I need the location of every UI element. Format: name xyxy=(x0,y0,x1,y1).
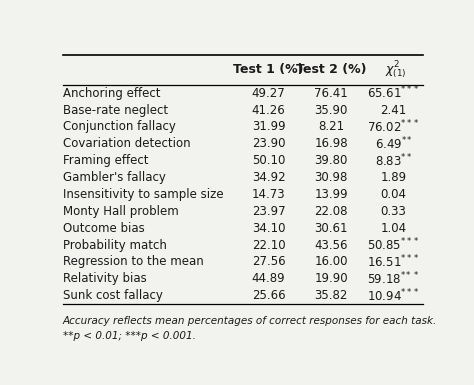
Text: 27.56: 27.56 xyxy=(252,255,285,268)
Text: Anchoring effect: Anchoring effect xyxy=(63,87,160,100)
Text: 35.82: 35.82 xyxy=(314,289,348,302)
Text: 16.51$^{***}$: 16.51$^{***}$ xyxy=(367,254,420,270)
Text: Regression to the mean: Regression to the mean xyxy=(63,255,204,268)
Text: 65.61$^{***}$: 65.61$^{***}$ xyxy=(367,85,420,102)
Text: 76.41: 76.41 xyxy=(314,87,348,100)
Text: 14.73: 14.73 xyxy=(252,188,285,201)
Text: 6.49$^{**}$: 6.49$^{**}$ xyxy=(374,136,412,152)
Text: 50.85$^{***}$: 50.85$^{***}$ xyxy=(367,237,420,253)
Text: Probability match: Probability match xyxy=(63,239,167,251)
Text: Base-rate neglect: Base-rate neglect xyxy=(63,104,168,117)
Text: Framing effect: Framing effect xyxy=(63,154,148,167)
Text: 59.18$^{***}$: 59.18$^{***}$ xyxy=(367,271,419,287)
Text: Sunk cost fallacy: Sunk cost fallacy xyxy=(63,289,163,302)
Text: 49.27: 49.27 xyxy=(252,87,285,100)
Text: Monty Hall problem: Monty Hall problem xyxy=(63,205,179,218)
Text: Insensitivity to sample size: Insensitivity to sample size xyxy=(63,188,224,201)
Text: 0.04: 0.04 xyxy=(381,188,407,201)
Text: 1.04: 1.04 xyxy=(381,222,407,235)
Text: 30.61: 30.61 xyxy=(314,222,348,235)
Text: 41.26: 41.26 xyxy=(252,104,285,117)
Text: 34.92: 34.92 xyxy=(252,171,285,184)
Text: 8.83$^{**}$: 8.83$^{**}$ xyxy=(375,152,412,169)
Text: 34.10: 34.10 xyxy=(252,222,285,235)
Text: 23.97: 23.97 xyxy=(252,205,285,218)
Text: 0.33: 0.33 xyxy=(381,205,407,218)
Text: 19.90: 19.90 xyxy=(314,272,348,285)
Text: 31.99: 31.99 xyxy=(252,121,285,134)
Text: 16.98: 16.98 xyxy=(314,137,348,150)
Text: Accuracy reflects mean percentages of correct responses for each task.: Accuracy reflects mean percentages of co… xyxy=(63,316,437,326)
Text: 1.89: 1.89 xyxy=(381,171,407,184)
Text: 39.80: 39.80 xyxy=(314,154,348,167)
Text: Covariation detection: Covariation detection xyxy=(63,137,191,150)
Text: 13.99: 13.99 xyxy=(314,188,348,201)
Text: 8.21: 8.21 xyxy=(318,121,344,134)
Text: 76.02$^{***}$: 76.02$^{***}$ xyxy=(367,119,420,135)
Text: 22.10: 22.10 xyxy=(252,239,285,251)
Text: 2.41: 2.41 xyxy=(381,104,407,117)
Text: 10.94$^{***}$: 10.94$^{***}$ xyxy=(367,287,420,304)
Text: $\chi^2_{(1)}$: $\chi^2_{(1)}$ xyxy=(384,59,406,81)
Text: 16.00: 16.00 xyxy=(314,255,348,268)
Text: 22.08: 22.08 xyxy=(314,205,348,218)
Text: 50.10: 50.10 xyxy=(252,154,285,167)
Text: 44.89: 44.89 xyxy=(252,272,285,285)
Text: 43.56: 43.56 xyxy=(314,239,348,251)
Text: Test 2 (%): Test 2 (%) xyxy=(296,64,366,76)
Text: 35.90: 35.90 xyxy=(314,104,348,117)
Text: Conjunction fallacy: Conjunction fallacy xyxy=(63,121,176,134)
Text: Relativity bias: Relativity bias xyxy=(63,272,146,285)
Text: 25.66: 25.66 xyxy=(252,289,285,302)
Text: 23.90: 23.90 xyxy=(252,137,285,150)
Text: Test 1 (%): Test 1 (%) xyxy=(233,64,304,76)
Text: Gambler's fallacy: Gambler's fallacy xyxy=(63,171,166,184)
Text: **p < 0.01; ***p < 0.001.: **p < 0.01; ***p < 0.001. xyxy=(63,331,196,341)
Text: Outcome bias: Outcome bias xyxy=(63,222,145,235)
Text: 30.98: 30.98 xyxy=(314,171,348,184)
